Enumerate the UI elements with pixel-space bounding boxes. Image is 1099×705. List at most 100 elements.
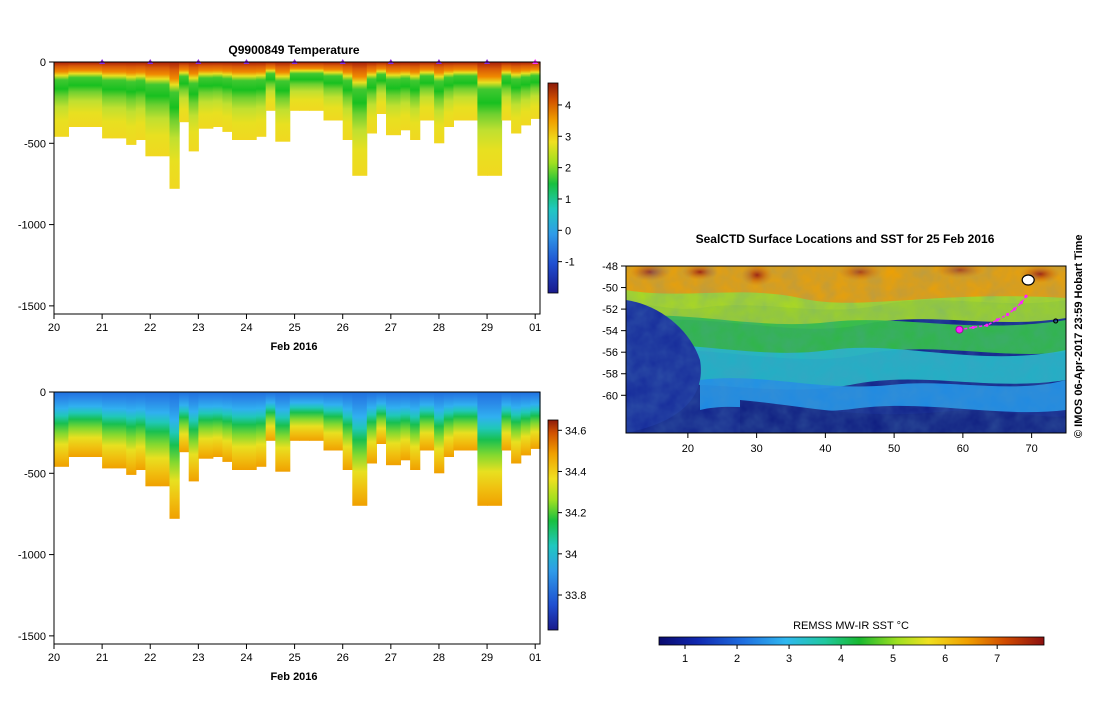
salinity-x-tick-label: 23 <box>192 652 204 664</box>
sst-map-y-tick-label: -52 <box>602 304 618 316</box>
temperature-profile <box>386 62 401 136</box>
temperature-y-tick-label: -1500 <box>18 301 46 313</box>
salinity-x-tick-label: 24 <box>240 652 252 664</box>
salinity-profile <box>188 392 199 482</box>
salinity-profile <box>453 392 469 451</box>
salinity-x-tick-label: 22 <box>144 652 156 664</box>
temperature-section-chart: Q9900849 Temperature 0-500-1000-1500 20 2… <box>18 43 575 353</box>
sst-colorbar-tick-label: 7 <box>994 653 1000 665</box>
salinity-profile <box>126 392 137 475</box>
sst-map-x-axis: 20 30 40 50 60 70 <box>682 433 1038 455</box>
salinity-profile <box>135 392 146 470</box>
seal-track-point <box>985 323 989 327</box>
salinity-colorbar-tick-label: 33.8 <box>565 590 586 602</box>
salinity-x-axis-label: Feb 2016 <box>270 671 317 683</box>
temperature-profile <box>289 62 300 111</box>
salinity-profile <box>92 392 103 457</box>
island-outlines <box>1021 274 1059 324</box>
salinity-profile <box>222 392 233 462</box>
temperature-profile <box>126 62 137 145</box>
seal-track-point <box>1024 294 1028 298</box>
temperature-profile <box>487 62 503 176</box>
temperature-x-tick-label: 28 <box>433 322 445 334</box>
seal-track-point <box>1005 312 1010 317</box>
salinity-profile <box>419 392 435 451</box>
salinity-y-axis: 0 -500 -1000 -1500 <box>18 387 54 643</box>
sst-map-x-tick-label: 70 <box>1026 443 1038 455</box>
temperature-profile <box>410 62 421 140</box>
temperature-profile <box>434 62 445 144</box>
temperature-x-tick-label: 24 <box>240 322 252 334</box>
salinity-profile <box>467 392 478 451</box>
imos-credit: © IMOS 06-Apr-2017 23:59 Hobart Time <box>1073 234 1085 438</box>
temperature-profile <box>68 62 79 127</box>
temperature-x-tick-label: 26 <box>337 322 349 334</box>
sst-field <box>626 266 1066 433</box>
sst-colorbar-tick-label: 2 <box>734 653 740 665</box>
salinity-profile <box>410 392 421 470</box>
temperature-colorbar-tick-label: 2 <box>565 163 571 175</box>
salinity-x-axis: 20 21 22 23 24 25 26 27 28 29 01 <box>48 644 541 664</box>
temperature-profile <box>520 62 531 126</box>
salinity-profile <box>102 392 113 469</box>
sst-map-y-tick-label: -56 <box>602 347 618 359</box>
island-outline <box>1021 274 1035 286</box>
salinity-y-tick-label: -500 <box>24 468 46 480</box>
salinity-profile <box>198 392 214 459</box>
salinity-profiles <box>54 392 541 519</box>
temperature-profile <box>145 62 161 157</box>
sst-colorbar-tick-label: 1 <box>682 653 688 665</box>
salinity-profile <box>434 392 445 474</box>
salinity-profile <box>159 392 171 487</box>
temperature-profile <box>232 62 247 140</box>
salinity-profile <box>78 392 94 457</box>
temperature-x-tick-label: 29 <box>481 322 493 334</box>
temperature-profile <box>179 62 190 123</box>
temperature-profile <box>54 62 69 137</box>
temperature-profile <box>135 62 146 140</box>
sst-map-y-tick-label: -58 <box>602 369 618 381</box>
salinity-profile <box>530 392 541 449</box>
sst-map-y-axis: -48 -50 -52 -54 -56 -58 -60 <box>602 261 626 402</box>
salinity-profile <box>443 392 454 457</box>
salinity-profile <box>145 392 161 487</box>
temperature-colorbar-tick-label: 3 <box>565 131 571 143</box>
salinity-plot-frame <box>53 391 541 645</box>
salinity-x-tick-label: 21 <box>96 652 108 664</box>
salinity-profile <box>487 392 503 506</box>
salinity-profile <box>333 392 344 451</box>
temperature-profile <box>511 62 522 134</box>
temperature-profile <box>366 62 377 134</box>
temperature-profile <box>400 62 411 131</box>
salinity-profile <box>289 392 300 441</box>
temperature-profile <box>342 62 353 140</box>
salinity-profile <box>54 392 69 467</box>
salinity-profile <box>366 392 377 464</box>
seal-track <box>955 294 1028 334</box>
temperature-x-tick-label: 21 <box>96 322 108 334</box>
temperature-profile <box>352 62 368 176</box>
temperature-profile <box>376 62 387 114</box>
temperature-colorbar-tick-label: -1 <box>565 257 575 269</box>
salinity-x-tick-label: 20 <box>48 652 60 664</box>
temperature-profile <box>333 62 344 121</box>
temperature-x-axis-label: Feb 2016 <box>270 341 317 353</box>
temperature-profile <box>299 62 310 111</box>
temperature-plot-frame <box>53 61 541 315</box>
temperature-y-axis: 0 -500 -1000 -1500 <box>18 57 54 313</box>
salinity-profile <box>299 392 310 441</box>
salinity-colorbar-ticks: 33.8 34 34.2 34.4 34.6 <box>558 425 586 602</box>
salinity-colorbar-tick-label: 34.2 <box>565 508 586 520</box>
salinity-profile <box>111 392 127 469</box>
salinity-profile <box>386 392 401 466</box>
salinity-x-tick-label: 25 <box>288 652 300 664</box>
salinity-profile <box>352 392 368 506</box>
temperature-x-tick-label: 20 <box>48 322 60 334</box>
sst-colorbar-label: REMSS MW-IR SST °C <box>793 620 909 632</box>
temperature-profile <box>246 62 257 140</box>
sst-map-chart: SealCTD Surface Locations and SST for 25… <box>602 232 1067 665</box>
temperature-profile <box>188 62 199 152</box>
temperature-profile <box>92 62 103 127</box>
sst-colorbar-tick-label: 6 <box>942 653 948 665</box>
temperature-profile <box>309 62 324 111</box>
